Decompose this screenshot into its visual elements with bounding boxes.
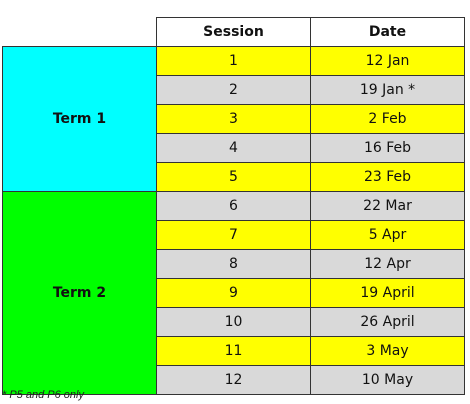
table-row: 10 26 April — [3, 307, 465, 337]
session-date-cell: 22 Mar — [310, 191, 465, 221]
schedule-body: Term 1 1 12 Jan 2 19 Jan * 3 2 Feb 4 16 Feb 5 23 F… — [2, 46, 465, 395]
date-column-header: Date — [310, 17, 465, 47]
table-row: Term 2 6 22 Mar — [2, 191, 465, 395]
session-date-cell: 10 May — [310, 365, 465, 395]
session-number-cell: 11 — [156, 336, 311, 366]
table-row: Term 1 1 12 Jan — [2, 46, 465, 192]
session-date-cell: 16 Feb — [310, 133, 465, 163]
session-date-cell: 12 Apr — [310, 249, 465, 279]
session-number-cell: 5 — [156, 162, 311, 192]
header-row: Session Date — [2, 17, 465, 47]
session-number-cell: 1 — [156, 46, 311, 76]
session-date-cell: 5 Apr — [310, 220, 465, 250]
session-number-cell: 12 — [156, 365, 311, 395]
session-number-cell: 8 — [156, 249, 311, 279]
session-number-cell: 2 — [156, 75, 311, 105]
session-date-cell: 19 April — [310, 278, 465, 308]
empty-corner-cell — [2, 17, 157, 47]
session-date-cell: 12 Jan — [310, 46, 465, 76]
session-number-cell: 7 — [156, 220, 311, 250]
session-number-cell: 3 — [156, 104, 311, 134]
session-number-cell: 10 — [156, 307, 311, 337]
session-column-header: Session — [156, 17, 311, 47]
table-row: 2 19 Jan * — [3, 75, 465, 105]
session-number-cell: 6 — [156, 191, 311, 221]
session-date-cell: 19 Jan * — [310, 75, 465, 105]
session-date-cell: 23 Feb — [310, 162, 465, 192]
table-row: 9 19 April — [3, 278, 465, 308]
footnote: * P5 and P6 only — [2, 389, 84, 401]
session-number-cell: 4 — [156, 133, 311, 163]
session-date-cell: 2 Feb — [310, 104, 465, 134]
term-label-cell: Term 1 — [2, 46, 157, 192]
table-row: 12 10 May — [3, 365, 465, 395]
table-row: 5 23 Feb — [3, 162, 465, 192]
session-date-cell: 26 April — [310, 307, 465, 337]
session-schedule-table: Session Date Term 1 1 12 Jan 2 19 Jan * 3 2 Fe… — [2, 17, 465, 395]
term-label-cell: Term 2 — [2, 191, 157, 395]
session-number-cell: 9 — [156, 278, 311, 308]
session-date-cell: 3 May — [310, 336, 465, 366]
